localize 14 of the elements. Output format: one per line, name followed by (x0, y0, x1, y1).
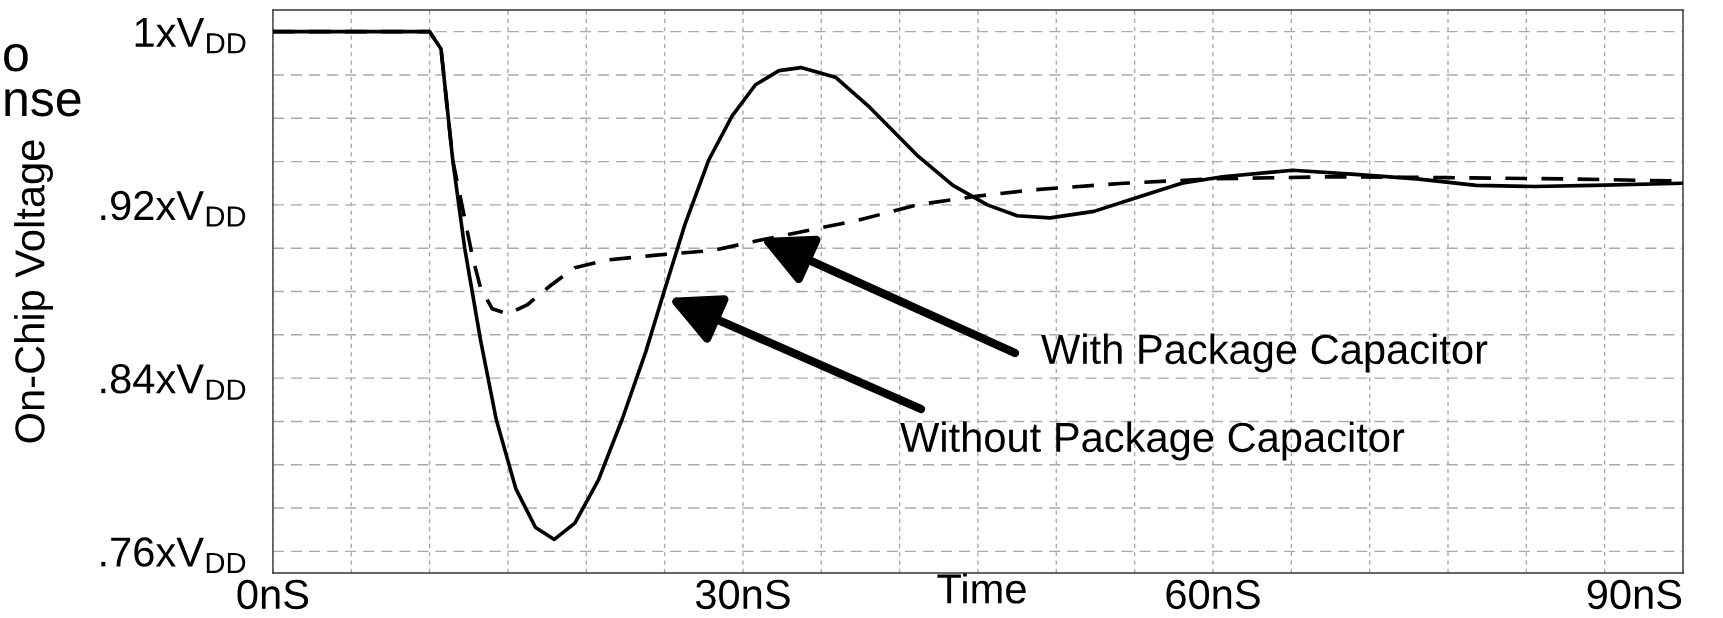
y-tick-label: .76xV$_{DD}$ (101, 537, 246, 573)
x-tick-label: 90nS (1587, 579, 1682, 610)
annotation: With Package Capacitor (1041, 333, 1488, 373)
x-tick-label: 60nS (1166, 579, 1260, 610)
x-axis-title: Time (937, 573, 1026, 604)
y-axis-title: On-Chip Voltage (14, 140, 53, 443)
y-tick-label: 1xV$_{DD}$ (135, 18, 246, 54)
annotation: Without Package Capacitor (900, 421, 1405, 461)
text: nse (5, 89, 81, 117)
text: o (4, 44, 28, 72)
y-tick-label: .92xV$_{DD}$ (101, 190, 246, 227)
y-tick-label: .84xV$_{DD}$ (101, 364, 246, 400)
x-tick-label: 0nS (237, 579, 309, 610)
x-tick-label: 30nS (695, 579, 790, 610)
